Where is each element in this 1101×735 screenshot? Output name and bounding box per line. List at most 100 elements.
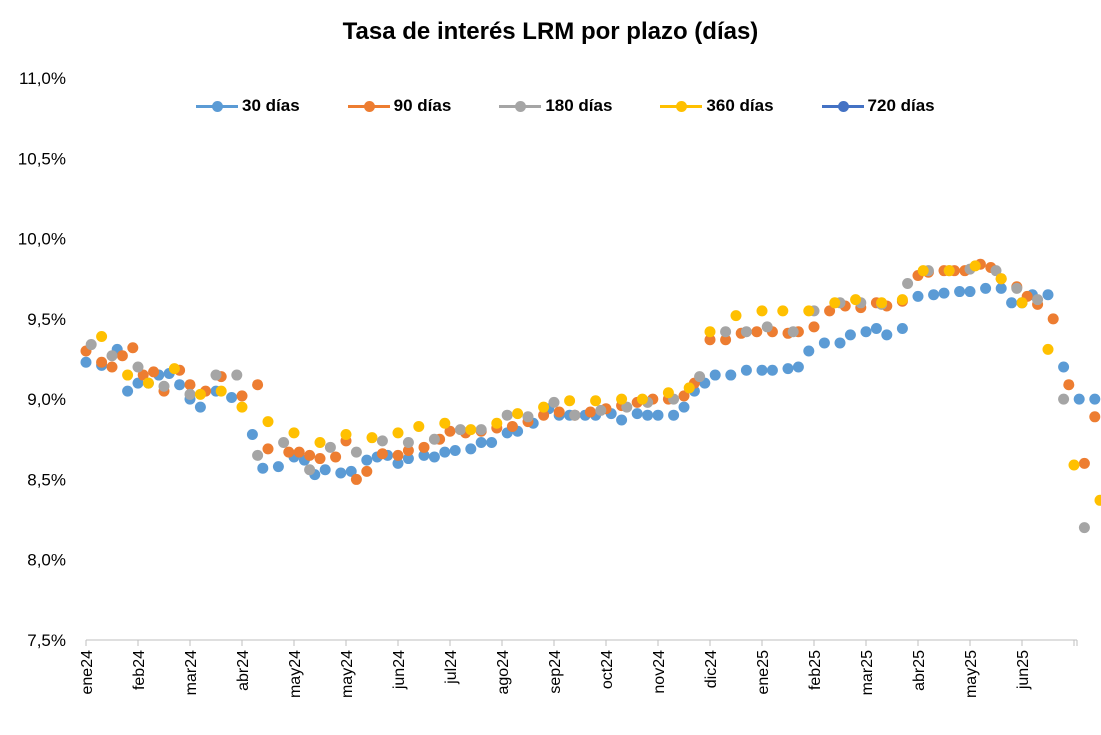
data-point (106, 350, 118, 362)
data-point (335, 467, 347, 479)
data-point (330, 451, 342, 463)
x-tick-label: feb25 (807, 650, 824, 690)
data-point (917, 265, 929, 277)
data-point (652, 409, 664, 421)
x-tick-label: ene25 (755, 650, 772, 695)
data-point (252, 449, 264, 461)
data-point (376, 448, 388, 460)
data-point (262, 416, 274, 428)
y-tick-label: 9,0% (27, 390, 66, 409)
data-point (621, 401, 633, 413)
data-point (392, 427, 404, 439)
data-point (96, 356, 108, 368)
data-point (782, 363, 794, 375)
legend-dot (837, 101, 849, 112)
data-point (740, 364, 752, 376)
data-point (694, 371, 706, 383)
data-point (194, 401, 206, 413)
data-point (553, 406, 565, 418)
data-point (1078, 457, 1090, 469)
data-point (844, 329, 856, 341)
legend-marker (347, 100, 390, 112)
data-point (538, 409, 550, 421)
data-point (413, 420, 425, 432)
data-point (876, 297, 888, 309)
data-point (792, 361, 804, 373)
data-point (376, 435, 388, 447)
data-point (231, 369, 243, 381)
data-point (194, 388, 206, 400)
data-point (340, 428, 352, 440)
data-point (127, 342, 139, 354)
data-point (122, 385, 134, 397)
data-point (787, 326, 799, 338)
x-tick-label: jun25 (1015, 650, 1032, 690)
data-point (616, 414, 628, 426)
x-tick-label: mar24 (183, 650, 200, 695)
data-point (896, 294, 908, 306)
data-point (943, 265, 955, 277)
data-point (1058, 361, 1070, 373)
legend-item: 720 días (821, 96, 935, 116)
data-point (995, 282, 1007, 294)
data-point (704, 334, 716, 346)
data-point (964, 286, 976, 298)
data-point (1073, 393, 1085, 405)
legend-dot (676, 101, 688, 112)
data-point (366, 432, 378, 444)
data-point (1047, 313, 1059, 325)
data-point (158, 380, 170, 392)
x-tick-label: jul24 (443, 650, 460, 685)
data-point (740, 326, 752, 338)
data-point (361, 465, 373, 477)
data-point (304, 449, 316, 461)
data-point (803, 305, 815, 317)
data-point (439, 417, 451, 429)
y-tick-label: 9,5% (27, 310, 66, 329)
data-point (1068, 459, 1080, 471)
y-tick-label: 7,5% (27, 631, 66, 650)
data-point (850, 294, 862, 306)
data-point (491, 417, 503, 429)
data-point (668, 409, 680, 421)
data-point (642, 409, 654, 421)
data-point (995, 273, 1007, 285)
data-point (980, 282, 992, 294)
data-point (444, 425, 456, 437)
data-point (990, 265, 1002, 277)
x-tick-label: ene24 (79, 650, 96, 695)
legend-label: 30 días (242, 96, 300, 115)
data-point (1063, 379, 1075, 391)
data-point (1016, 297, 1028, 309)
y-tick-label: 8,5% (27, 470, 66, 489)
data-point (766, 364, 778, 376)
legend: 30 días 90 días 180 días 360 días 720 dí… (196, 96, 983, 116)
data-point (257, 462, 269, 474)
data-point (1089, 393, 1101, 405)
data-point (824, 305, 836, 317)
data-point (756, 364, 768, 376)
data-point (704, 326, 716, 338)
data-point (777, 305, 789, 317)
legend-marker (196, 100, 238, 112)
data-point (402, 445, 414, 457)
data-point (428, 451, 440, 463)
data-point (418, 441, 430, 453)
x-tick-label: sep24 (547, 650, 564, 694)
y-tick-label: 10,0% (18, 230, 66, 249)
legend-label: 360 días (706, 96, 774, 115)
data-point (184, 388, 196, 400)
data-point (465, 424, 477, 436)
data-point (870, 322, 882, 334)
data-point (314, 436, 326, 448)
data-point (293, 446, 305, 458)
data-point (678, 401, 690, 413)
data-point (132, 361, 144, 373)
data-point (96, 331, 108, 343)
legend-dot (212, 101, 223, 112)
data-point (106, 361, 118, 373)
data-point (324, 441, 336, 453)
data-point (142, 377, 154, 389)
data-point (662, 387, 674, 399)
data-point (881, 329, 893, 341)
